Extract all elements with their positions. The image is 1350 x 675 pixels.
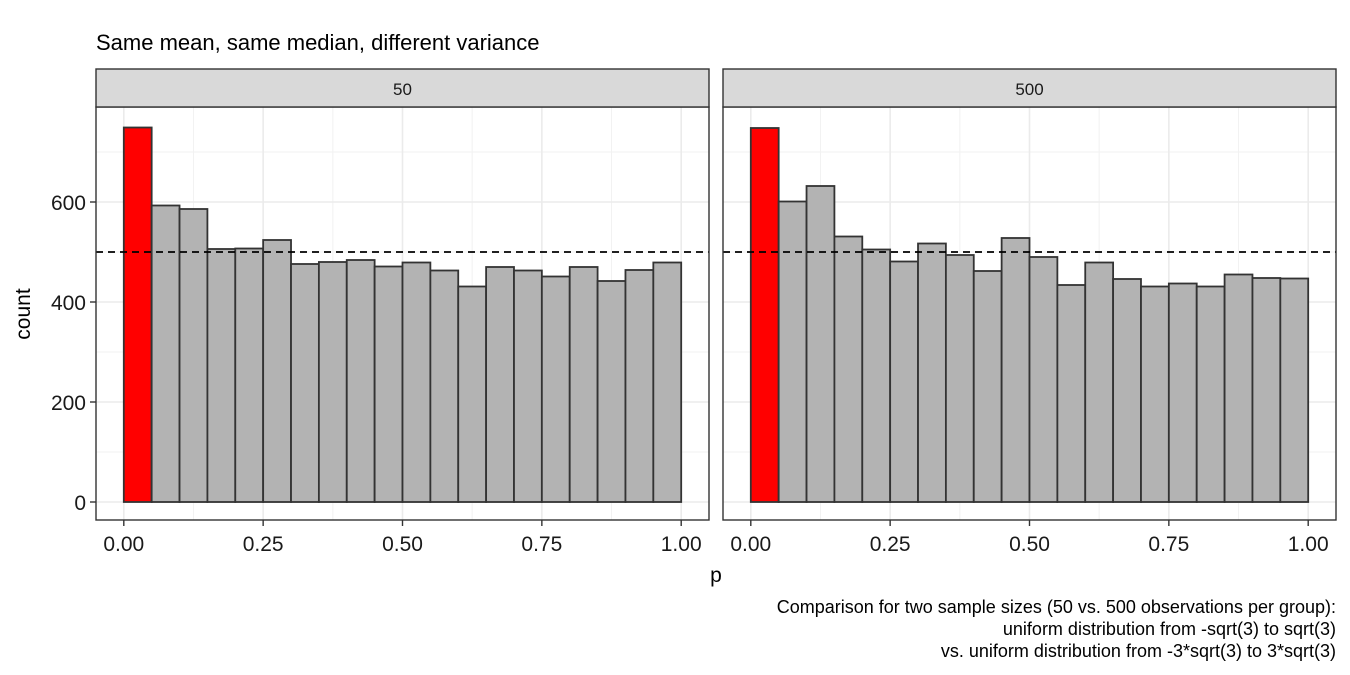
- y-tick-label: 0: [74, 492, 86, 515]
- x-tick-label: 0.75: [1148, 533, 1189, 556]
- histogram-bar: [1279, 277, 1310, 503]
- histogram-bar: [290, 263, 320, 503]
- histogram-bar: [596, 280, 627, 503]
- histogram-bar: [1056, 284, 1087, 503]
- histogram-bar: [150, 204, 181, 503]
- histogram-bar: [805, 185, 836, 503]
- facet-strip-label: 50: [393, 80, 412, 99]
- chart-title: Same mean, same median, different varian…: [96, 30, 540, 55]
- histogram-bar: [777, 200, 808, 503]
- x-tick-label: 0.75: [521, 533, 562, 556]
- caption: Comparison for two sample sizes (50 vs. …: [777, 596, 1336, 662]
- x-tick-label: 0.00: [103, 533, 144, 556]
- histogram-bar: [861, 248, 892, 503]
- x-tick-label: 0.50: [1009, 533, 1050, 556]
- x-tick-label: 0.50: [382, 533, 423, 556]
- histogram-bar: [1000, 237, 1031, 503]
- histogram-bar: [457, 285, 488, 503]
- x-tick-label: 1.00: [661, 533, 702, 556]
- y-tick-label: 600: [51, 192, 86, 215]
- histogram-bar: [373, 265, 404, 503]
- histogram-bar: [1167, 282, 1198, 503]
- histogram-bar: [568, 266, 599, 503]
- histogram-bar: [944, 254, 975, 503]
- facet-strip: [95, 68, 710, 108]
- histogram-bar: [317, 261, 348, 503]
- histogram-bar: [485, 266, 515, 503]
- panel-2: 500 0.00 0.25 0.50 0.75 1.00: [722, 68, 1337, 556]
- histogram-bar: [1140, 285, 1170, 503]
- histogram-bar: [972, 270, 1003, 503]
- histogram-bar: [1223, 273, 1254, 503]
- histogram-bar: [262, 239, 292, 503]
- histogram-bar: [429, 269, 460, 503]
- facet-strip-label: 500: [1015, 80, 1043, 99]
- histogram-bar: [1112, 278, 1142, 503]
- x-tick-label: 0.00: [730, 533, 771, 556]
- histogram-bar: [345, 259, 376, 503]
- histogram-bar: [513, 269, 543, 503]
- highlighted-bar: [749, 127, 780, 503]
- histogram-bar: [833, 235, 864, 503]
- caption-line-2: uniform distribution from -sqrt(3) to sq…: [1002, 619, 1336, 639]
- x-tick-label: 0.25: [870, 533, 911, 556]
- caption-line-1: Comparison for two sample sizes (50 vs. …: [776, 597, 1336, 617]
- caption-line-3: vs. uniform distribution from -3*sqrt(3)…: [940, 641, 1336, 661]
- x-tick-label: 1.00: [1288, 533, 1329, 556]
- y-tick-label: 200: [51, 392, 86, 415]
- x-tick-label: 0.25: [243, 533, 284, 556]
- highlighted-bar: [122, 126, 153, 503]
- facet-strip: [722, 68, 1337, 108]
- histogram-bar: [206, 248, 237, 503]
- histogram-bar: [1028, 256, 1059, 503]
- histogram-bar: [624, 269, 655, 503]
- histogram-bar: [1084, 261, 1115, 503]
- histogram-bar: [234, 247, 265, 503]
- histogram-bar: [917, 242, 947, 503]
- y-axis-label: count: [12, 288, 35, 340]
- histogram-bar: [401, 261, 432, 503]
- histogram-bar: [540, 275, 571, 503]
- histogram-bar: [178, 208, 209, 503]
- panels-group: 50 0.00 0.25 0.50 0.75 1.00 0 200 400 600 500 0.00 0…: [51, 68, 1337, 556]
- y-tick-label: 400: [51, 292, 86, 315]
- panel-1: 50 0.00 0.25 0.50 0.75 1.00 0 200 400 600: [51, 68, 710, 556]
- histogram-bar: [1251, 277, 1282, 503]
- x-axis-label: p: [710, 564, 722, 587]
- histogram-bar: [889, 260, 919, 503]
- histogram-bar: [652, 261, 683, 503]
- histogram-bar: [1195, 285, 1226, 503]
